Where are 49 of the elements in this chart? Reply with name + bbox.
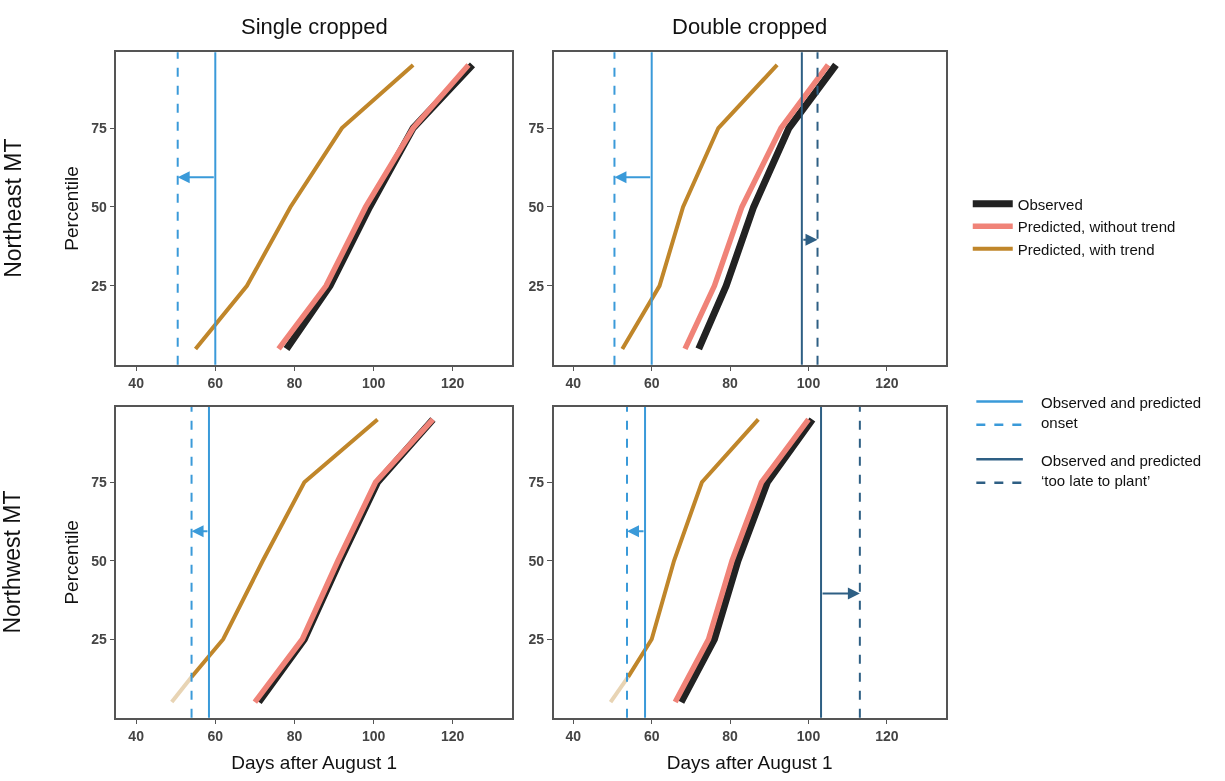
legend-label: Observed and predicted ‘too late to plant’ [1041,452,1202,489]
x-tick-label: 100 [796,375,821,392]
y-tick-label: 50 [528,198,545,215]
x-tick-label: 120 [875,375,899,392]
y-tick-label: 75 [91,119,108,136]
y-tick-label: 75 [528,119,545,136]
y-tick-label: 75 [528,474,545,491]
x-tick-label: 100 [361,728,386,745]
x-tick-label: 120 [441,375,465,392]
chart-title: Single cropped [241,14,388,39]
x-tick-label: 80 [286,728,303,745]
x-tick-label: 60 [207,375,224,392]
legend-label: Observed and predicted onset [1041,394,1202,431]
x-tick-label: 60 [207,728,224,745]
x-tick-label: 40 [565,728,582,745]
x-tick-label: 40 [565,375,582,392]
y-tick-label: 25 [91,631,108,648]
x-tick-label: 80 [722,375,739,392]
x-tick-label: 80 [722,728,739,745]
legend-label: Predicted, without trend [1017,218,1176,236]
y-axis-title: Percentile [60,166,82,251]
line-series [193,62,416,351]
x-tick-label: 100 [796,728,821,745]
y-tick-label: 50 [91,198,108,215]
x-axis-title: Days after August 1 [231,751,398,773]
x-tick-label: 60 [643,375,660,392]
y-tick-label: 25 [528,631,545,648]
x-tick-label: 40 [128,375,145,392]
x-tick-label: 120 [875,728,899,745]
x-tick-label: 40 [128,728,145,745]
y-tick-label: 25 [91,277,108,294]
line-series [189,417,380,679]
legend-label: Observed [1017,195,1083,213]
line-series [620,62,780,351]
y-tick-label: 50 [91,552,108,569]
legend-label: Predicted, with trend [1017,240,1155,258]
y-tick-label: 50 [528,552,545,569]
x-tick-label: 80 [286,375,303,392]
y-tick-label: 75 [91,474,108,491]
y-axis-title: Percentile [60,520,82,605]
x-tick-label: 60 [643,728,660,745]
text: Northwest MT [0,490,25,634]
x-tick-label: 120 [441,728,465,745]
line-series [626,417,761,679]
text: Northeast MT [0,138,26,278]
x-axis-title: Days after August 1 [666,751,833,773]
x-tick-label: 100 [361,375,386,392]
chart-title: Double cropped [672,14,828,39]
y-tick-label: 25 [528,277,545,294]
